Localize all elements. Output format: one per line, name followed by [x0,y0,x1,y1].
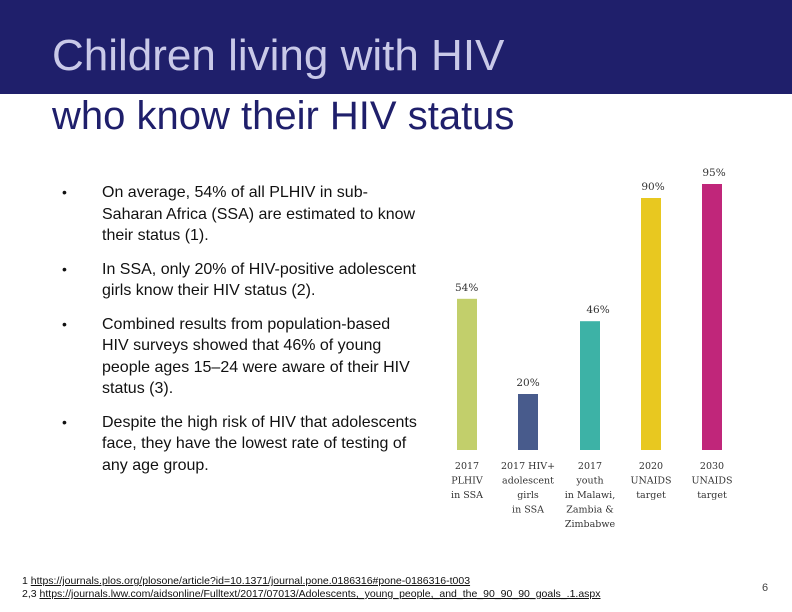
data-label-4: 90% [641,181,664,193]
reference-1-link[interactable]: https://journals.plos.org/plosone/articl… [30,575,471,587]
category-label-5: 2030 UNAIDS target [691,461,732,501]
category-label-2: 2017 HIV+ adolescent girls in SSA [501,461,555,516]
category-label-1: 2017 PLHIV in SSA [451,461,483,501]
category-label-line: UNAIDS [630,476,671,487]
reference-2-link[interactable]: https://journals.lww.com/aidsonline/Full… [39,588,601,600]
reference-1: 1 https://journals.plos.org/plosone/arti… [22,575,601,588]
reference-2: 2,3 https://journals.lww.com/aidsonline/… [22,588,601,601]
category-label-line: in Malawi, [565,490,615,501]
category-label-line: 2017 [578,461,602,472]
bar-3 [580,321,600,450]
slide-title: Children living with HIV [52,31,505,80]
bar-2 [518,394,538,450]
data-label-1: 54% [455,282,478,294]
bullet-dot-icon: • [62,413,67,430]
category-label-line: girls [517,490,539,501]
bullet-text: On average, 54% of all PLHIV in sub-Saha… [102,184,416,244]
category-label-line: adolescent [502,476,554,487]
reference-1-prefix: 1 [22,575,31,587]
bullet-text: Combined results from population-based H… [102,315,410,398]
category-label-line: target [636,490,666,501]
category-label-4: 2020 UNAIDS target [630,461,671,501]
bar-5 [702,184,722,450]
header-band [0,0,792,94]
bar-4 [641,198,661,450]
category-label-line: Zimbabwe [565,519,616,530]
bullet-item: • Combined results from population-based … [60,314,420,400]
bullet-text: Despite the high risk of HIV that adoles… [102,413,417,474]
page-number: 6 [762,582,769,594]
bullet-list: • On average, 54% of all PLHIV in sub-Sah… [60,182,420,488]
category-label-line: PLHIV [451,476,483,487]
reference-2-prefix: 2,3 [22,588,40,600]
slide-subtitle: who know their HIV status [52,94,515,138]
footer-references: 1 https://journals.plos.org/plosone/arti… [22,575,601,601]
category-label-line: 2017 HIV+ [501,461,555,472]
bullet-text: In SSA, only 20% of HIV-positive adolesc… [102,260,416,300]
category-label-line: target [697,490,727,501]
category-label-line: in SSA [512,505,544,516]
category-label-line: in SSA [451,490,483,501]
bullet-item: • Despite the high risk of HIV that adole… [60,412,420,477]
category-label-line: 2030 [700,461,724,472]
bullet-dot-icon: • [62,260,67,277]
data-label-5: 95% [702,167,725,179]
bullet-dot-icon: • [62,315,67,332]
category-label-line: UNAIDS [691,476,732,487]
bar-chart: 54% 2017 PLHIV in SSA 20% 2017 HIV+ adolescent… [430,167,770,540]
bar-chart-svg: 54% 2017 PLHIV in SSA 20% 2017 HIV+ adolescent… [451,167,732,530]
category-label-line: 2020 [639,461,663,472]
data-label-2: 20% [516,377,539,389]
category-label-line: youth [575,476,603,487]
data-label-3: 46% [586,304,609,316]
category-label-3: 2017 youth in Malawi, Zambia & Zimbabwe [565,461,616,530]
category-label-line: 2017 [455,461,479,472]
bullet-item: • On average, 54% of all PLHIV in sub-Sah… [60,182,420,247]
category-label-line: Zambia & [566,505,614,516]
bullet-item: • In SSA, only 20% of HIV-positive adoles… [60,259,420,302]
bar-1 [457,298,477,450]
bullet-dot-icon: • [62,184,67,200]
